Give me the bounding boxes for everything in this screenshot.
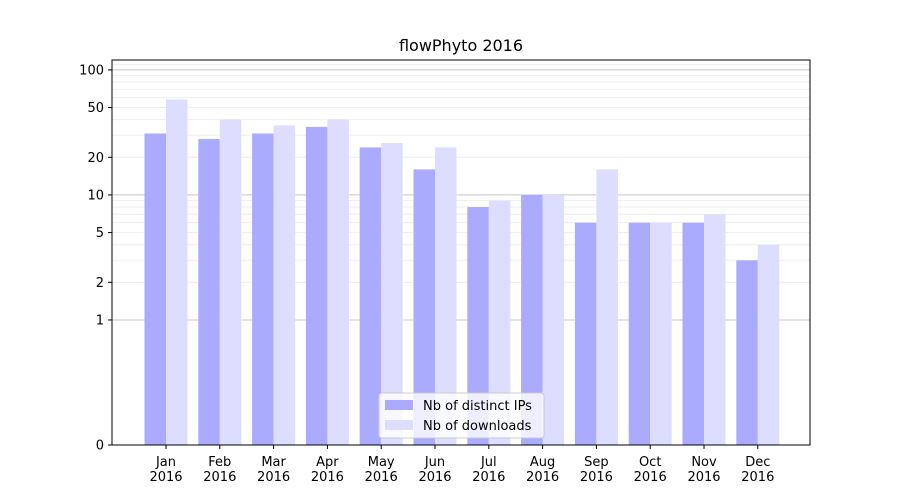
bars — [144, 99, 780, 446]
bar-downloads — [219, 119, 242, 446]
legend-swatch — [385, 400, 413, 410]
legend-box — [378, 392, 545, 439]
bar-downloads — [327, 119, 349, 446]
bar-distinct-ips — [252, 133, 274, 445]
bar-distinct-ips — [682, 222, 704, 445]
bar-downloads — [273, 125, 296, 445]
bar-distinct-ips — [144, 133, 166, 445]
y-tick-label: 20 — [87, 151, 104, 166]
y-axis: 0 1 2 5 10 20 50 100 — [79, 63, 112, 454]
x-axis: Jan 2016 Feb 2016 Mar 2016 Apr 2016 May 2016 Jun 20… — [149, 445, 774, 485]
bar-downloads — [650, 222, 672, 445]
x-tick-label: Jul 2016 — [472, 455, 505, 485]
bar-downloads — [166, 99, 188, 446]
x-tick-label: Oct 2016 — [634, 455, 667, 485]
bar-downloads — [381, 143, 403, 445]
bar-distinct-ips — [736, 260, 758, 445]
bar-distinct-ips — [574, 222, 597, 445]
bar-downloads — [435, 147, 457, 446]
y-tick-label: 0 — [96, 439, 104, 454]
axes-frame — [111, 59, 811, 446]
bar-downloads — [704, 214, 726, 445]
x-tick-label: May 2016 — [365, 455, 398, 485]
bar-distinct-ips — [628, 222, 651, 445]
bar-downloads — [488, 200, 511, 445]
y-tick-label: 2 — [96, 276, 104, 291]
x-tick-label: Mar 2016 — [257, 455, 290, 485]
legend-label: Nb of downloads — [423, 419, 532, 434]
y-tick-label: 50 — [87, 101, 104, 116]
x-tick-label: Jan 2016 — [149, 455, 182, 485]
legend-swatch — [385, 420, 413, 430]
bar-distinct-ips — [198, 139, 220, 445]
bar-distinct-ips — [413, 169, 435, 445]
bar-distinct-ips — [521, 194, 543, 445]
x-tick-label: Aug 2016 — [526, 455, 559, 485]
y-tick-label: 100 — [79, 63, 104, 78]
legend-label: Nb of distinct IPs — [423, 399, 532, 414]
x-tick-label: Sep 2016 — [580, 455, 613, 485]
y-tick-label: 10 — [87, 188, 104, 203]
bar-downloads — [596, 169, 618, 445]
x-tick-label: Jun 2016 — [418, 455, 451, 485]
bar-downloads — [542, 194, 565, 445]
x-tick-label: Feb 2016 — [203, 455, 236, 485]
bar-distinct-ips — [305, 126, 328, 446]
y-tick-label: 5 — [96, 226, 104, 241]
x-tick-label: Dec 2016 — [741, 455, 774, 485]
bar-distinct-ips — [359, 147, 382, 446]
bar-distinct-ips — [467, 207, 489, 445]
x-tick-label: Apr 2016 — [311, 455, 344, 485]
chart-title: flowPhyto 2016 — [399, 36, 523, 55]
bar-downloads — [757, 244, 780, 445]
legend: Nb of distinct IPs Nb of downloads — [378, 392, 545, 439]
x-tick-label: Nov 2016 — [687, 455, 720, 485]
y-tick-label: 1 — [96, 313, 104, 328]
